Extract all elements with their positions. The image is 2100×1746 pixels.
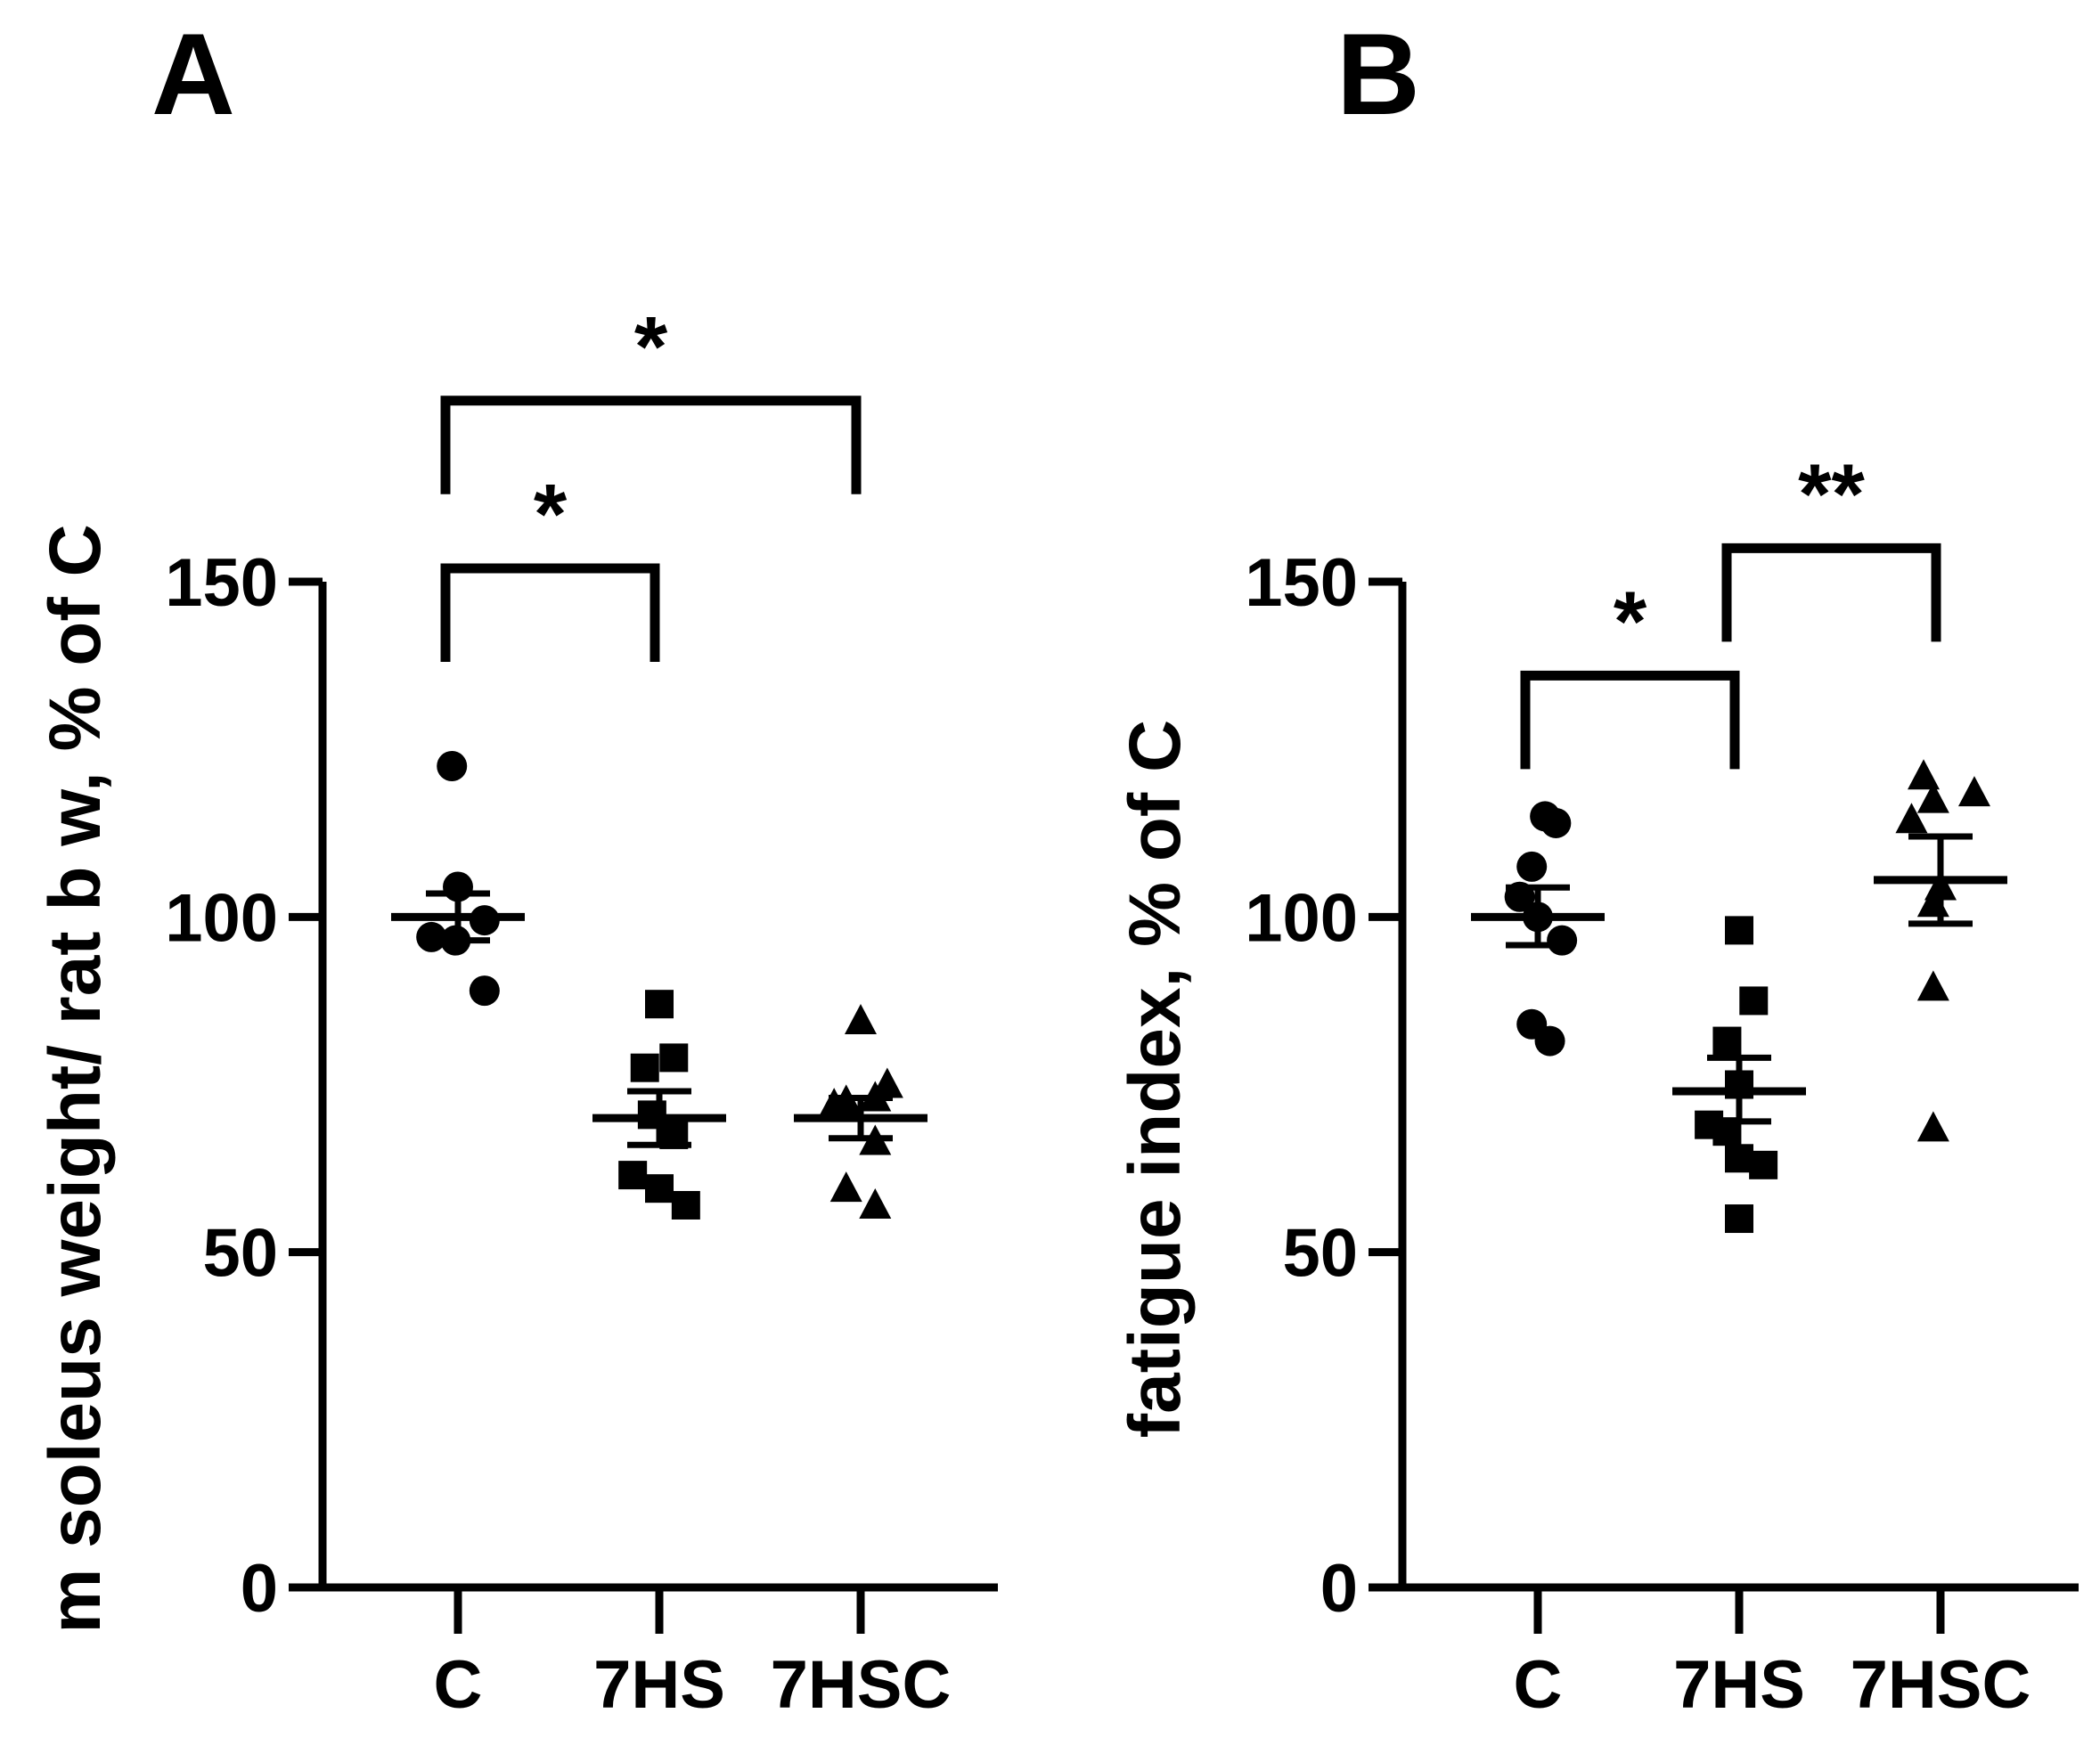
panel-a-y-tick-label: 50 xyxy=(202,1216,278,1292)
panel-a-significance-bracket xyxy=(440,563,660,662)
panel-b-x-tick-label: 7HSC xyxy=(1851,1647,2031,1723)
panel-a-y-tick-label: 0 xyxy=(241,1551,278,1627)
panel-b-point-c xyxy=(1516,851,1548,882)
panel-b-point-7hs xyxy=(1749,1150,1778,1179)
panel-a-y-axis-title: m soleus weight/ rat b w, % of C xyxy=(35,524,116,1633)
panel-a-significance-bracket xyxy=(440,396,862,494)
panel-a-point-7hs xyxy=(618,1161,648,1190)
panel-b-y-tick-label: 0 xyxy=(1320,1551,1358,1627)
panel-b-significance-bracket xyxy=(1721,543,1941,642)
panel-b-y-tick-label: 100 xyxy=(1245,880,1358,956)
panel-b-point-7hs xyxy=(1725,1204,1753,1234)
panel-b-y-tick-label: 150 xyxy=(1245,545,1358,621)
panel-a-point-7hs xyxy=(630,1053,659,1082)
panel-a-point-7hsc xyxy=(845,1003,877,1034)
panel-b-significance-bracket xyxy=(1520,670,1740,770)
panel-a-y-tick-label: 150 xyxy=(165,545,278,621)
panel-b: B fatigue index, % of C 0 50 100 150 C 7HS 7HS… xyxy=(1115,9,2079,1723)
panel-b-point-7hsc xyxy=(1895,803,1928,834)
panel-a-point-c xyxy=(437,750,468,781)
panel-a-x-tick-label: 7HSC xyxy=(771,1647,952,1723)
panel-a-point-7hs xyxy=(659,1043,689,1073)
panel-a-x-tick-label: C xyxy=(434,1647,483,1723)
panel-b-significance-label: * xyxy=(1614,574,1647,669)
panel-b-point-c xyxy=(1547,925,1578,956)
panel-b-significance-label: ** xyxy=(1798,446,1865,542)
panel-b-point-7hs xyxy=(1725,1144,1753,1173)
panel-b-point-7hsc xyxy=(1916,970,1949,1001)
panel-a-point-c xyxy=(416,921,447,952)
panel-b-point-7hs xyxy=(1739,986,1769,1016)
panel-a-point-7hsc xyxy=(829,1171,862,1203)
panel-a-label: A xyxy=(151,9,235,139)
panel-a-point-c xyxy=(469,975,500,1007)
panel-b-point-c xyxy=(1540,807,1572,838)
panel-a-point-7hsc xyxy=(859,1187,892,1219)
panel-a-y-tick-label: 100 xyxy=(165,880,278,956)
panel-b-label: B xyxy=(1336,9,1420,139)
panel-b-point-7hsc xyxy=(1957,776,1990,807)
panel-b-x-tick-label: C xyxy=(1514,1647,1563,1723)
panel-a-significance-label: * xyxy=(534,467,568,562)
panel-b-point-7hs xyxy=(1725,916,1753,945)
panel-a-x-tick-label: 7HS xyxy=(593,1647,725,1723)
panel-b-point-c xyxy=(1534,1025,1565,1057)
panel-b-x-tick-label: 7HS xyxy=(1673,1647,1805,1723)
panel-a-point-7hs xyxy=(645,990,674,1019)
panel-b-point-7hs xyxy=(1712,1026,1742,1056)
panel-a: A m soleus weight/ rat b w, % of C 0 50 10… xyxy=(35,9,998,1723)
panel-a-point-7hs xyxy=(645,1174,674,1203)
panel-a-point-7hsc xyxy=(818,1088,851,1119)
panel-b-point-7hsc xyxy=(1916,1111,1949,1142)
panel-b-y-tick-label: 50 xyxy=(1282,1216,1358,1292)
panel-b-point-7hsc xyxy=(1908,759,1941,790)
panel-b-point-7hsc xyxy=(1916,782,1949,813)
panel-a-significance-label: * xyxy=(634,299,668,395)
panel-b-y-axis-title: fatigue index, % of C xyxy=(1115,720,1196,1438)
panel-a-point-7hs xyxy=(671,1190,700,1220)
